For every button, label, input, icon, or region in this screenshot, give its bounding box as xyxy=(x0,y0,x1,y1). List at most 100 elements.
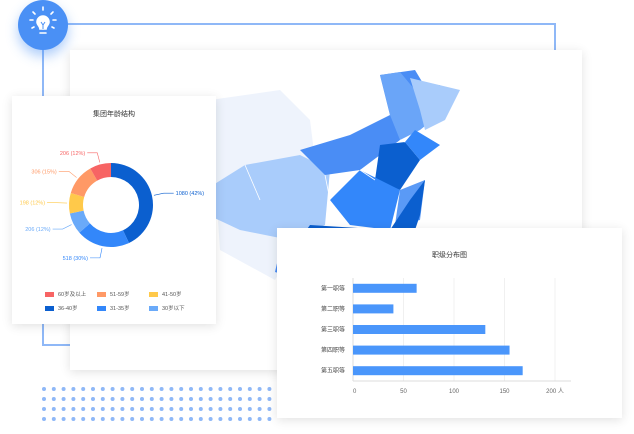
dot xyxy=(159,407,164,411)
dot xyxy=(100,417,105,421)
dot xyxy=(130,397,135,401)
legend-swatch xyxy=(149,291,158,297)
legend-item: 30岁以下 xyxy=(149,304,201,312)
dot xyxy=(149,397,154,401)
x-tick-label: 100 xyxy=(449,389,460,395)
donut-segment xyxy=(69,210,90,233)
dot xyxy=(159,397,164,401)
legend-item: 36-40岁 xyxy=(45,304,97,312)
dot xyxy=(120,387,125,391)
bar xyxy=(353,366,523,376)
dot xyxy=(228,387,233,391)
y-category-label: 第四职等 xyxy=(321,346,345,354)
dot xyxy=(179,407,184,411)
donut-label-line xyxy=(58,171,77,178)
dot xyxy=(198,387,203,391)
dot xyxy=(179,417,184,421)
dot xyxy=(208,407,213,411)
dot xyxy=(228,417,233,421)
donut-data-label: 198 (12%) xyxy=(20,201,46,207)
legend-item: 51-59岁 xyxy=(97,290,149,298)
dot xyxy=(238,397,242,401)
legend-item: 41-50岁 xyxy=(149,290,201,298)
dot xyxy=(238,417,242,421)
dot xyxy=(130,387,135,391)
lightbulb-badge xyxy=(18,0,68,50)
dot xyxy=(198,407,203,411)
dot xyxy=(198,417,203,421)
legend-label: 31-35岁 xyxy=(110,306,130,312)
dot xyxy=(228,407,233,411)
dot xyxy=(81,417,86,421)
dot xyxy=(257,387,262,391)
dot xyxy=(247,417,252,421)
dot xyxy=(42,387,46,391)
dot xyxy=(61,397,66,401)
dot xyxy=(100,397,105,401)
dot xyxy=(140,407,144,411)
dot xyxy=(61,387,66,391)
donut-data-label: 1080 (42%) xyxy=(176,191,205,197)
dot xyxy=(71,407,76,411)
dot xyxy=(130,407,135,411)
donut-segment xyxy=(70,168,98,197)
dot xyxy=(228,397,233,401)
frame-line-right xyxy=(554,23,556,53)
donut-data-label: 518 (30%) xyxy=(63,256,89,262)
bar-chart-title: 职级分布图 xyxy=(432,252,467,259)
dot xyxy=(120,407,125,411)
donut-data-label: 206 (12%) xyxy=(60,151,86,157)
bar xyxy=(353,345,510,355)
dot xyxy=(61,417,66,421)
dot xyxy=(81,397,86,401)
dot xyxy=(179,397,184,401)
dot xyxy=(247,407,252,411)
donut-label-line xyxy=(153,192,174,196)
dot xyxy=(169,417,174,421)
dot xyxy=(189,397,193,401)
y-category-label: 第五职等 xyxy=(321,367,345,375)
dot xyxy=(130,417,135,421)
dot xyxy=(51,417,56,421)
rank-distribution-card: 职级分布图 0 50 100 150 200 人 第一职等 第二职等 第三职等 第四职等 第五职等 xyxy=(277,228,622,418)
dot xyxy=(257,407,262,411)
dot xyxy=(81,407,86,411)
dot xyxy=(218,387,223,391)
frame-line-bottom xyxy=(42,344,72,346)
x-tick-label: 200 人 xyxy=(546,388,564,395)
dot xyxy=(218,407,223,411)
dot xyxy=(91,387,95,391)
donut-data-label: 306 (15%) xyxy=(31,169,57,175)
bar xyxy=(353,283,417,293)
dot xyxy=(140,397,144,401)
dot xyxy=(140,387,144,391)
dot xyxy=(91,407,95,411)
dot xyxy=(140,417,144,421)
dot xyxy=(110,387,115,391)
y-category-label: 第一职等 xyxy=(321,284,345,292)
dot xyxy=(51,387,56,391)
dot xyxy=(179,387,184,391)
bar xyxy=(353,325,486,334)
legend-swatch xyxy=(97,305,106,311)
dot xyxy=(247,387,252,391)
dot xyxy=(208,417,213,421)
donut-segment xyxy=(69,192,85,214)
dot xyxy=(42,397,46,401)
dot xyxy=(110,417,115,421)
legend-label: 41-50岁 xyxy=(162,292,182,298)
dot xyxy=(169,407,174,411)
dot xyxy=(51,397,56,401)
x-tick-label: 0 xyxy=(353,389,357,395)
dot xyxy=(100,407,105,411)
x-tick-label: 50 xyxy=(400,389,407,395)
dot xyxy=(71,417,76,421)
x-tick-label: 150 xyxy=(499,389,510,395)
dot xyxy=(257,397,262,401)
dot xyxy=(169,397,174,401)
dot xyxy=(149,387,154,391)
dot xyxy=(110,397,115,401)
dot xyxy=(61,407,66,411)
dot xyxy=(238,387,242,391)
dot xyxy=(91,397,95,401)
